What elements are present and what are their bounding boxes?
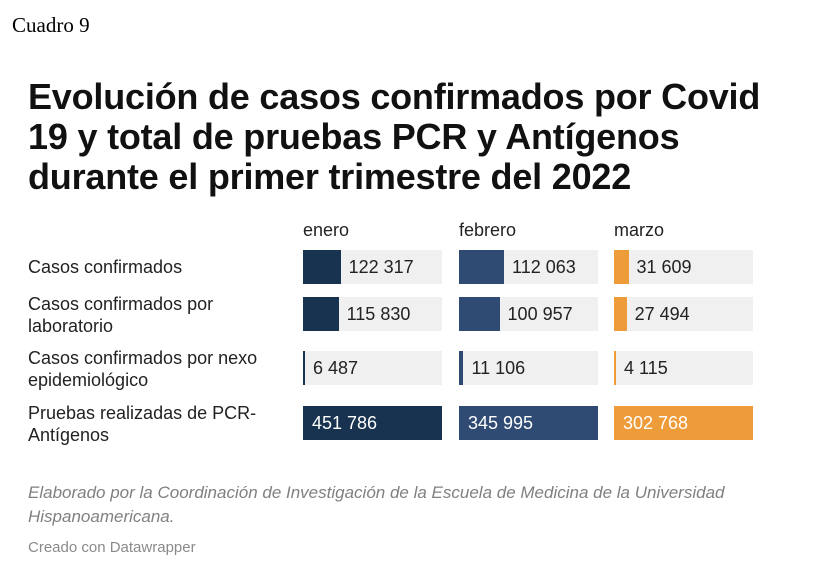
row-label: Casos confirmados por laboratorio	[28, 294, 214, 336]
bar-cell: 115 830	[303, 297, 442, 331]
bar-cell: 112 063	[459, 250, 598, 284]
row-label: Casos confirmados	[28, 257, 183, 277]
column-header-marzo: marzo	[614, 220, 665, 240]
value-label: 302 768	[623, 413, 689, 433]
bar-cell: 4 115	[614, 351, 753, 385]
value-label: 6 487	[313, 358, 359, 378]
value-label: 115 830	[346, 304, 411, 324]
bar	[303, 406, 442, 440]
bar	[303, 351, 305, 385]
bar	[459, 250, 505, 284]
chart-title: Evolución de casos confirmados por Covid…	[28, 76, 761, 197]
value-label: 31 609	[636, 257, 692, 277]
bar	[614, 406, 753, 440]
value-label: 27 494	[634, 304, 690, 324]
figure-label: Cuadro 9	[12, 13, 90, 37]
bar-cell: 6 487	[303, 351, 442, 385]
bar-cell: 302 768	[614, 406, 753, 440]
bar-cell: 100 957	[459, 297, 598, 331]
value-label: 112 063	[512, 257, 576, 277]
bar	[614, 250, 629, 284]
bar	[459, 351, 464, 385]
bar-cell: 27 494	[614, 297, 753, 331]
bar-cell: 451 786	[303, 406, 442, 440]
bar-cell: 31 609	[614, 250, 753, 284]
bar-cell: 11 106	[459, 351, 598, 385]
bar	[303, 250, 341, 284]
chart-credit: Creado con Datawrapper	[28, 539, 196, 556]
bar-cell: 345 995	[459, 406, 598, 440]
bar-cell: 122 317	[303, 250, 442, 284]
value-label: 122 317	[348, 257, 414, 277]
bar	[459, 406, 598, 440]
row-label: Pruebas realizadas de PCR-Antígenos	[28, 403, 257, 445]
value-label: 100 957	[507, 304, 573, 324]
value-label: 4 115	[624, 358, 668, 378]
bar	[614, 297, 627, 331]
column-header-febrero: febrero	[459, 220, 517, 240]
chart-notes: Elaborado por la Coordinación de Investi…	[28, 483, 725, 526]
bar	[303, 297, 339, 331]
value-label: 451 786	[312, 413, 378, 433]
value-label: 11 106	[471, 358, 526, 378]
column-header-enero: enero	[303, 220, 350, 240]
row-label: Casos confirmados por nexo epidemiológic…	[28, 348, 258, 390]
value-label: 345 995	[468, 413, 534, 433]
bar	[614, 351, 616, 385]
bar	[459, 297, 500, 331]
